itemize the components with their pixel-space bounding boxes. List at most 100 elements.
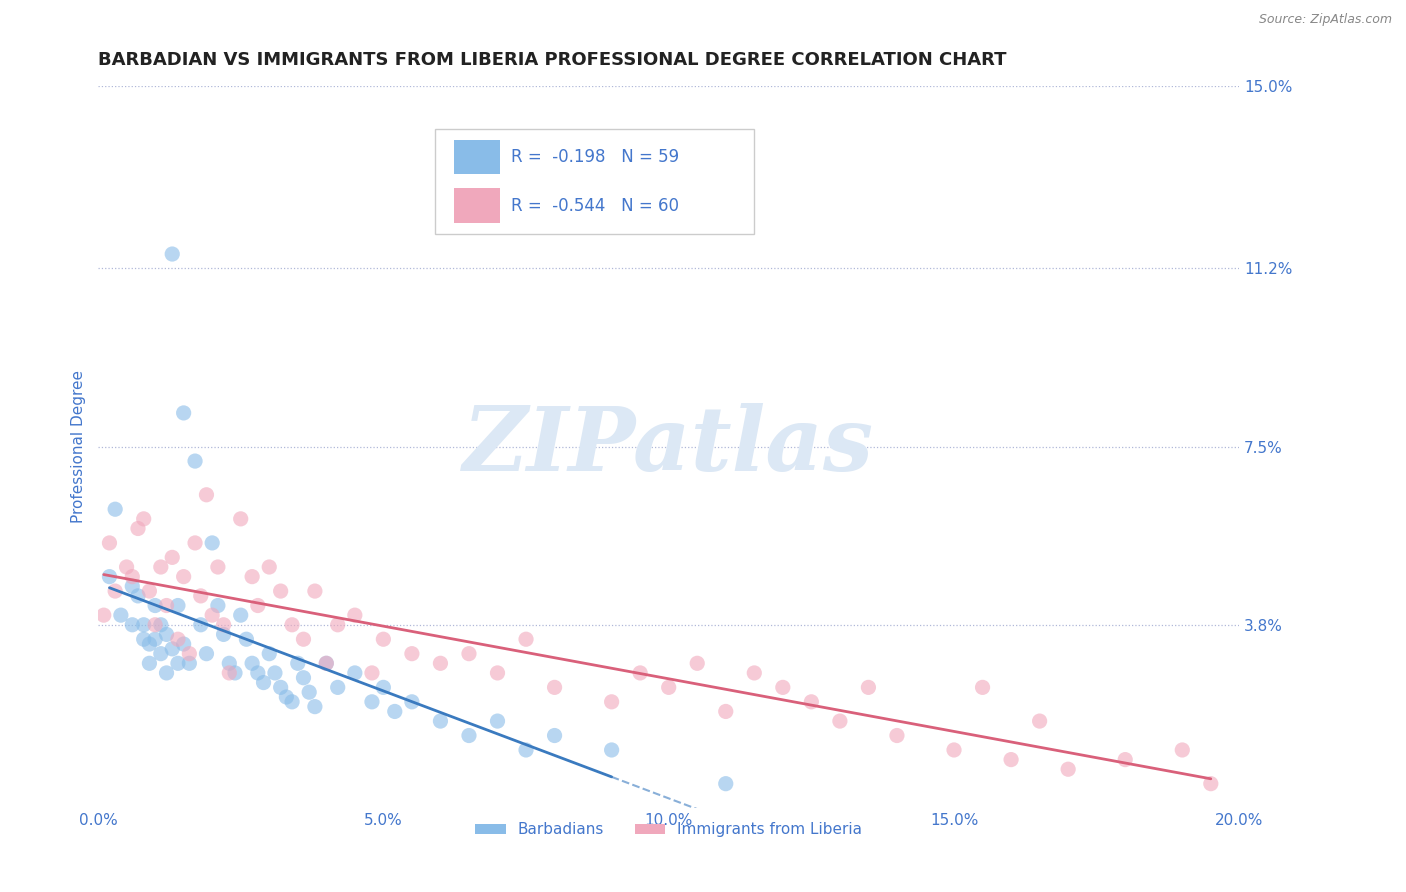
Point: [229, 608, 252, 623]
Point: [127, 521, 149, 535]
Point: [257, 560, 280, 574]
Point: [121, 569, 143, 583]
Text: ZIPatlas: ZIPatlas: [463, 403, 875, 490]
Point: [800, 695, 823, 709]
Point: [160, 247, 183, 261]
Text: R =  -0.544   N = 60: R = -0.544 N = 60: [512, 197, 679, 215]
Point: [201, 608, 224, 623]
Point: [304, 584, 326, 599]
Point: [179, 657, 201, 671]
Point: [257, 647, 280, 661]
Point: [373, 632, 395, 647]
Point: [155, 627, 177, 641]
Point: [149, 617, 172, 632]
Point: [326, 617, 349, 632]
Text: Source: ZipAtlas.com: Source: ZipAtlas.com: [1258, 13, 1392, 27]
Point: [98, 569, 121, 583]
Point: [207, 599, 229, 613]
Point: [315, 657, 337, 671]
Text: BARBADIAN VS IMMIGRANTS FROM LIBERIA PROFESSIONAL DEGREE CORRELATION CHART: BARBADIAN VS IMMIGRANTS FROM LIBERIA PRO…: [98, 51, 1007, 69]
Point: [429, 657, 451, 671]
Point: [886, 729, 908, 743]
Point: [167, 599, 190, 613]
Y-axis label: Professional Degree: Professional Degree: [72, 370, 86, 523]
Point: [343, 665, 366, 680]
Point: [246, 665, 269, 680]
Point: [281, 617, 304, 632]
Point: [543, 729, 565, 743]
Point: [304, 699, 326, 714]
Point: [1057, 762, 1080, 776]
Point: [167, 657, 190, 671]
Point: [229, 512, 252, 526]
Point: [155, 599, 177, 613]
Text: R =  -0.198   N = 59: R = -0.198 N = 59: [512, 148, 679, 167]
Point: [1114, 753, 1136, 767]
Point: [429, 714, 451, 728]
Point: [515, 743, 537, 757]
Point: [828, 714, 851, 728]
Point: [515, 632, 537, 647]
Point: [401, 695, 423, 709]
Point: [224, 665, 246, 680]
Point: [543, 681, 565, 695]
Point: [155, 665, 177, 680]
Point: [714, 777, 737, 791]
Point: [184, 536, 207, 550]
Point: [212, 617, 235, 632]
Point: [246, 599, 269, 613]
Point: [167, 632, 190, 647]
Point: [149, 647, 172, 661]
Point: [115, 560, 138, 574]
Point: [201, 536, 224, 550]
Point: [270, 584, 292, 599]
Point: [292, 632, 315, 647]
Point: [315, 657, 337, 671]
Point: [276, 690, 298, 704]
Point: [132, 617, 155, 632]
Point: [143, 599, 166, 613]
Point: [343, 608, 366, 623]
Point: [240, 657, 263, 671]
Point: [270, 681, 292, 695]
Point: [138, 584, 160, 599]
Point: [143, 632, 166, 647]
Point: [1000, 753, 1022, 767]
Point: [686, 657, 709, 671]
Point: [127, 589, 149, 603]
Point: [104, 584, 127, 599]
Point: [1028, 714, 1050, 728]
Point: [458, 729, 481, 743]
Point: [132, 632, 155, 647]
Point: [149, 560, 172, 574]
Point: [160, 550, 183, 565]
Point: [98, 536, 121, 550]
Point: [173, 569, 195, 583]
Point: [658, 681, 681, 695]
Point: [235, 632, 257, 647]
Point: [972, 681, 994, 695]
Point: [326, 681, 349, 695]
Point: [264, 665, 287, 680]
Point: [160, 641, 183, 656]
Point: [93, 608, 115, 623]
Point: [218, 665, 240, 680]
Point: [281, 695, 304, 709]
Point: [132, 512, 155, 526]
Point: [287, 657, 309, 671]
Point: [138, 637, 160, 651]
Bar: [454, 140, 499, 174]
Point: [1171, 743, 1194, 757]
Point: [121, 579, 143, 593]
Point: [207, 560, 229, 574]
Point: [361, 665, 384, 680]
Point: [486, 665, 509, 680]
Point: [195, 647, 218, 661]
Point: [190, 617, 212, 632]
Point: [361, 695, 384, 709]
FancyBboxPatch shape: [434, 128, 754, 234]
Point: [184, 454, 207, 468]
Point: [714, 705, 737, 719]
Point: [212, 627, 235, 641]
Point: [858, 681, 880, 695]
